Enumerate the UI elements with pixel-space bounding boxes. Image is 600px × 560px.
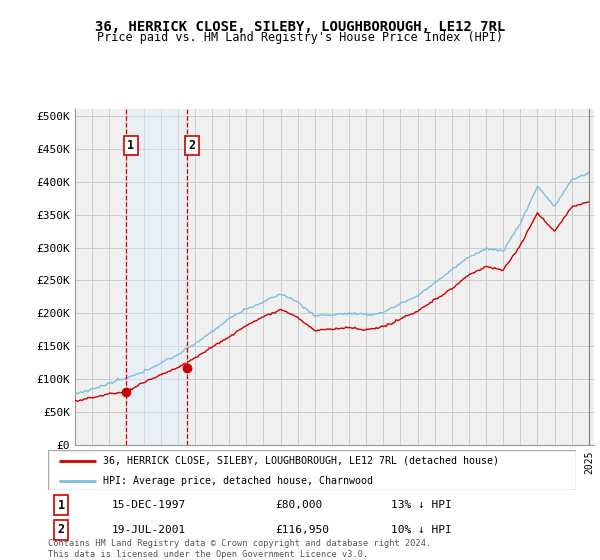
Text: £80,000: £80,000 [275,500,322,510]
Text: Contains HM Land Registry data © Crown copyright and database right 2024.
This d: Contains HM Land Registry data © Crown c… [48,539,431,559]
Text: 2: 2 [188,139,196,152]
Text: 1: 1 [127,139,134,152]
Text: 1: 1 [58,498,65,512]
Bar [126,109,187,445]
Text: Price paid vs. HM Land Registry's House Price Index (HPI): Price paid vs. HM Land Registry's House … [97,31,503,44]
Text: HPI: Average price, detached house, Charnwood: HPI: Average price, detached house, Char… [103,476,373,486]
Text: 2: 2 [58,523,65,536]
Text: 10% ↓ HPI: 10% ↓ HPI [391,525,452,535]
Text: £116,950: £116,950 [275,525,329,535]
Text: 19-JUL-2001: 19-JUL-2001 [112,525,185,535]
Text: 36, HERRICK CLOSE, SILEBY, LOUGHBOROUGH, LE12 7RL: 36, HERRICK CLOSE, SILEBY, LOUGHBOROUGH,… [95,20,505,34]
Text: 15-DEC-1997: 15-DEC-1997 [112,500,185,510]
Text: 13% ↓ HPI: 13% ↓ HPI [391,500,452,510]
Text: 36, HERRICK CLOSE, SILEBY, LOUGHBOROUGH, LE12 7RL (detached house): 36, HERRICK CLOSE, SILEBY, LOUGHBOROUGH,… [103,456,499,465]
